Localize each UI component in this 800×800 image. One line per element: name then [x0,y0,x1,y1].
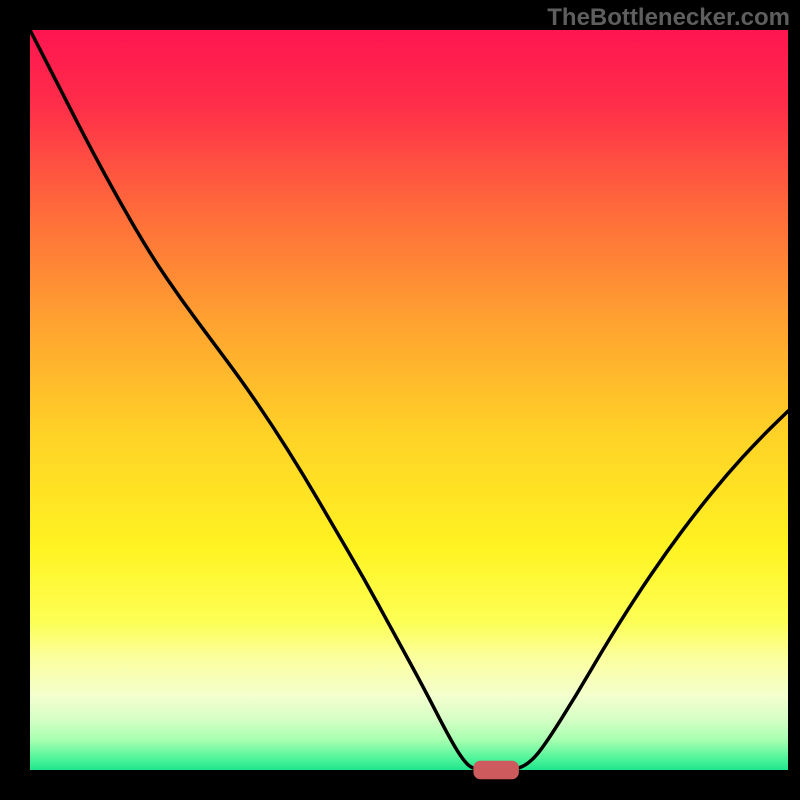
watermark: TheBottlenecker.com [547,4,790,32]
bottleneck-curve [0,0,800,800]
optimum-marker [473,761,518,780]
